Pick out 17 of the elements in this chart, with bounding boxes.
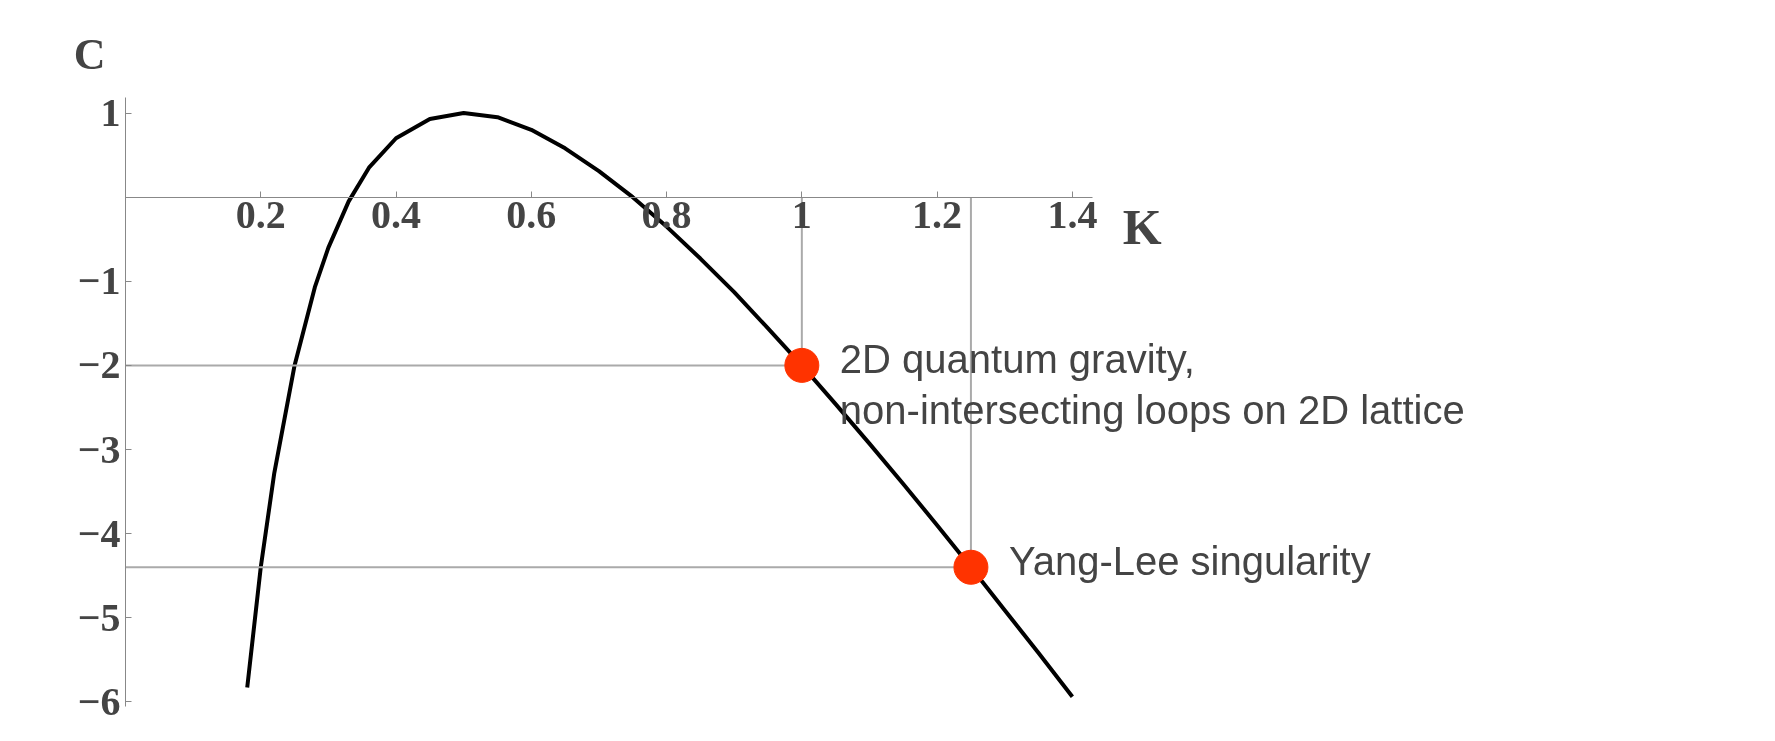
y-tick-label: −5	[77, 594, 121, 640]
x-tick-label: 0.6	[506, 192, 557, 238]
y-axis-title: C	[73, 30, 106, 80]
x-tick-label: 1	[791, 192, 812, 238]
x-tick-label: 1.4	[1047, 192, 1098, 238]
annotation: 2D quantum gravity, non-intersecting loops on 2D lattice	[839, 337, 1465, 432]
x-axis-title: K	[1122, 199, 1162, 256]
annotation: Yang-Lee singularity	[1008, 539, 1371, 584]
y-tick-label: −1	[77, 258, 121, 304]
y-tick-label: −3	[77, 426, 121, 472]
y-tick-label: 1	[100, 90, 121, 136]
x-tick-label: 1.2	[912, 192, 963, 238]
x-tick-label: 0.2	[235, 192, 286, 238]
y-tick-label: −4	[77, 510, 121, 556]
x-tick-label: 0.4	[371, 192, 422, 238]
y-tick-label: −2	[77, 342, 121, 388]
y-tick-label: −6	[77, 678, 121, 724]
